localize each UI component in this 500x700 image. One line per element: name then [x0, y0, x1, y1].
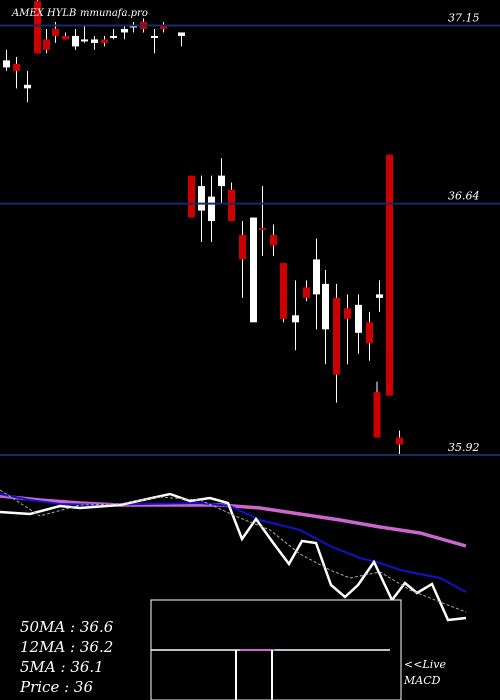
candle-body — [72, 35, 79, 47]
candle-body — [121, 28, 128, 33]
candle-body — [386, 154, 393, 396]
symbol-label: AMEX HYLB — [11, 8, 76, 19]
ma12-label: 12MA : 36.2 — [20, 638, 113, 656]
price-label: Price : 36 — [19, 678, 93, 696]
candle-body — [43, 39, 50, 50]
candle-body — [280, 262, 287, 319]
candle-body — [270, 235, 277, 246]
price-line-label: 37.15 — [448, 11, 480, 24]
candle-body — [250, 217, 257, 323]
candle-body — [373, 392, 381, 438]
ma50-label: 50MA : 36.6 — [20, 618, 114, 636]
ma-long-line — [0, 494, 467, 548]
price-line-label: 35.92 — [448, 441, 480, 454]
candle-body — [110, 35, 117, 38]
candle-body — [292, 315, 299, 323]
candle-body — [3, 60, 10, 68]
site-label: mmunafa.pro — [80, 8, 148, 19]
candle-body — [34, 1, 41, 54]
candle-body — [81, 39, 88, 42]
candle-body — [198, 186, 205, 211]
ma5-label: 5MA : 36.1 — [20, 658, 104, 676]
macd-box — [150, 599, 402, 700]
candle-body — [91, 39, 98, 43]
candle-body — [62, 35, 69, 40]
candle-body — [376, 294, 383, 298]
macd-label: MACD — [403, 674, 441, 687]
candle-body — [13, 63, 20, 71]
candle-body — [178, 32, 185, 36]
candle-body — [355, 304, 362, 333]
candle-body — [322, 283, 329, 330]
candle-body — [303, 287, 310, 298]
price-reference-lines: 37.15 36.64 35.92 — [0, 11, 500, 457]
candle-body — [24, 84, 31, 89]
moving-average-panel — [0, 489, 467, 622]
candle-body — [313, 259, 320, 295]
candle-body — [333, 297, 340, 375]
candle-body — [188, 175, 195, 218]
candle-body — [208, 196, 215, 222]
ma-mid-line — [0, 493, 467, 593]
candlestick-series — [3, 0, 403, 456]
candle-body — [52, 28, 59, 36]
candle-body — [259, 228, 266, 231]
candle-body — [344, 308, 351, 319]
candle-body — [151, 35, 158, 38]
ma-short-dashed — [0, 489, 467, 613]
candle-body — [396, 437, 403, 445]
macd-label-live: <<Live — [404, 658, 446, 671]
candle-body — [239, 235, 246, 260]
candle-body — [160, 25, 167, 29]
price-line-label: 36.64 — [448, 190, 480, 203]
candle-body — [228, 189, 235, 222]
candle-body — [101, 39, 108, 43]
candle-body — [218, 175, 225, 187]
price-line-short — [0, 492, 467, 622]
candle-body — [366, 322, 373, 344]
